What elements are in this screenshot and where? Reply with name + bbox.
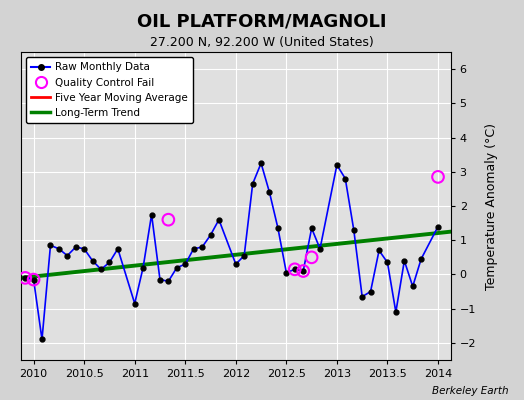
Point	[299, 268, 308, 274]
Text: Berkeley Earth: Berkeley Earth	[432, 386, 508, 396]
Point	[434, 174, 442, 180]
Point	[308, 254, 316, 260]
Point	[29, 276, 38, 283]
Point	[21, 275, 29, 281]
Point	[164, 216, 172, 223]
Legend: Raw Monthly Data, Quality Control Fail, Five Year Moving Average, Long-Term Tren: Raw Monthly Data, Quality Control Fail, …	[26, 57, 193, 123]
Text: 27.200 N, 92.200 W (United States): 27.200 N, 92.200 W (United States)	[150, 36, 374, 49]
Y-axis label: Temperature Anomaly (°C): Temperature Anomaly (°C)	[485, 122, 497, 290]
Text: OIL PLATFORM/MAGNOLI: OIL PLATFORM/MAGNOLI	[137, 12, 387, 30]
Point	[290, 266, 299, 272]
